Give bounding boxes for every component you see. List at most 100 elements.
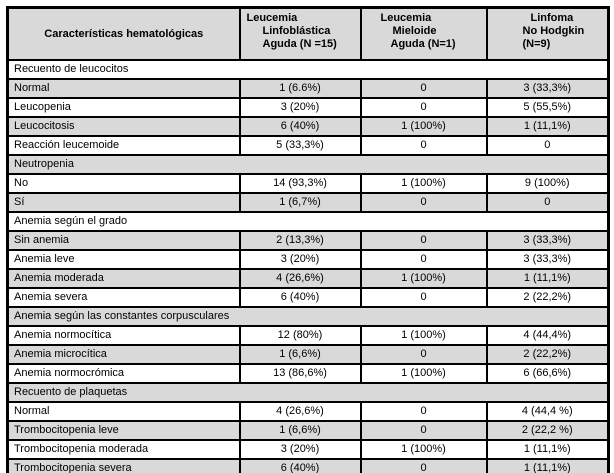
row-label: Anemia severa — [6, 287, 241, 308]
row-value: 2 (22,2 %) — [485, 420, 610, 441]
header-line: (N=9) — [522, 38, 551, 50]
header-row: Características hematológicas Leucemia L… — [6, 6, 610, 61]
table-row: Anemia normocrómica 13 (86,6%) 1 (100%) 6 (… — [6, 363, 610, 384]
section-title: Neutropenia — [6, 154, 610, 175]
row-label: Trombocitopenia leve — [6, 420, 241, 441]
row-value: 5 (33,3%) — [238, 135, 362, 156]
row-value: 1 (6,6%) — [238, 344, 362, 365]
row-value: 1 (100%) — [359, 268, 488, 289]
row-value: 0 — [359, 420, 488, 441]
table-row: Leucocitosis 6 (40%) 1 (100%) 1 (11,1%) — [6, 116, 610, 137]
row-label: Leucopenia — [6, 97, 241, 118]
row-value: 4 (44,4 %) — [485, 401, 610, 422]
row-value: 1 (100%) — [359, 173, 488, 194]
header-line: Leucemia — [380, 12, 432, 24]
row-value: 6 (40%) — [238, 287, 362, 308]
row-value: 1 (11,1%) — [485, 268, 610, 289]
row-value: 1 (100%) — [359, 363, 488, 384]
section-row: Recuento de plaquetas — [6, 382, 610, 403]
row-value: 1 (100%) — [359, 325, 488, 346]
header-line: Linfoblástica — [262, 25, 331, 37]
row-value: 0 — [359, 458, 488, 473]
row-value: 1 (11,1%) — [485, 116, 610, 137]
section-row: Anemia según las constantes corpusculare… — [6, 306, 610, 327]
row-value: 0 — [359, 401, 488, 422]
row-value: 0 — [359, 230, 488, 251]
row-value: 9 (100%) — [485, 173, 610, 194]
row-label: Normal — [6, 401, 241, 422]
row-value: 1 (100%) — [359, 116, 488, 137]
row-label: Normal — [6, 78, 241, 99]
row-value: 6 (66,6%) — [485, 363, 610, 384]
table-row: Trombocitopenia moderada 3 (20%) 1 (100%) 1… — [6, 439, 610, 460]
header-line: Aguda (N=1) — [390, 38, 456, 50]
row-label: Sin anemia — [6, 230, 241, 251]
section-row: Neutropenia — [6, 154, 610, 175]
table-row: Anemia moderada 4 (26,6%) 1 (100%) 1 (11,1%… — [6, 268, 610, 289]
table-row: Trombocitopenia leve 1 (6,6%) 0 2 (22,2 %) — [6, 420, 610, 441]
row-value: 2 (22,2%) — [485, 287, 610, 308]
row-value: 4 (26,6%) — [238, 268, 362, 289]
section-title: Anemia según las constantes corpusculare… — [6, 306, 610, 327]
row-value: 0 — [359, 344, 488, 365]
header-line: Linfoma — [530, 12, 574, 24]
header-caracteristicas-hematologicas: Características hematológicas — [6, 6, 241, 61]
row-value: 0 — [359, 135, 488, 156]
row-value: 4 (44,4%) — [485, 325, 610, 346]
row-label: Anemia leve — [6, 249, 241, 270]
row-value: 5 (55,5%) — [485, 97, 610, 118]
row-value: 0 — [359, 97, 488, 118]
table-row: Leucopenia 3 (20%) 0 5 (55,5%) — [6, 97, 610, 118]
row-label: Trombocitopenia moderada — [6, 439, 241, 460]
table-row: No 14 (93,3%) 1 (100%) 9 (100%) — [6, 173, 610, 194]
row-value: 13 (86,6%) — [238, 363, 362, 384]
header-line: Leucemia — [246, 12, 298, 24]
header-line: No Hodgkin — [522, 25, 585, 37]
table-row: Reacción leucemoide 5 (33,3%) 0 0 — [6, 135, 610, 156]
row-value: 2 (22,2%) — [485, 344, 610, 365]
row-label: Reacción leucemoide — [6, 135, 241, 156]
section-title: Recuento de leucocitos — [6, 59, 610, 80]
row-label: Anemia normocrómica — [6, 363, 241, 384]
table-row: Anemia microcítica 1 (6,6%) 0 2 (22,2%) — [6, 344, 610, 365]
header-leucemia-mieloide-aguda: Leucemia Mieloide Aguda (N=1) — [359, 6, 488, 61]
row-label: No — [6, 173, 241, 194]
row-label: Sí — [6, 192, 241, 213]
row-value: 3 (20%) — [238, 249, 362, 270]
row-value: 1 (100%) — [359, 439, 488, 460]
row-label: Trombocitopenia severa — [6, 458, 241, 473]
row-value: 3 (20%) — [238, 439, 362, 460]
row-value: 1 (11,1%) — [485, 439, 610, 460]
row-value: 6 (40%) — [238, 458, 362, 473]
row-value: 3 (33,3%) — [485, 230, 610, 251]
table-row: Anemia normocítica 12 (80%) 1 (100%) 4 (44,… — [6, 325, 610, 346]
row-value: 1 (6,6%) — [238, 420, 362, 441]
table-row: Sí 1 (6,7%) 0 0 — [6, 192, 610, 213]
row-label: Leucocitosis — [6, 116, 241, 137]
row-value: 2 (13,3%) — [238, 230, 362, 251]
row-value: 0 — [359, 192, 488, 213]
table-row: Anemia severa 6 (40%) 0 2 (22,2%) — [6, 287, 610, 308]
row-value: 3 (33,3%) — [485, 78, 610, 99]
section-row: Recuento de leucocitos — [6, 59, 610, 80]
row-value: 0 — [359, 287, 488, 308]
section-title: Recuento de plaquetas — [6, 382, 610, 403]
row-value: 1 (6,7%) — [238, 192, 362, 213]
hematology-characteristics-table: Características hematológicas Leucemia L… — [6, 6, 610, 473]
row-value: 6 (40%) — [238, 116, 362, 137]
row-label: Anemia microcítica — [6, 344, 241, 365]
table-row: Normal 1 (6.6%) 0 3 (33,3%) — [6, 78, 610, 99]
header-linfoma-no-hodgkin: Linfoma No Hodgkin (N=9) — [485, 6, 610, 61]
row-value: 1 (11,1%) — [485, 458, 610, 473]
row-value: 12 (80%) — [238, 325, 362, 346]
header-line: Mieloide — [392, 25, 437, 37]
row-label: Anemia normocítica — [6, 325, 241, 346]
row-value: 14 (93,3%) — [238, 173, 362, 194]
table-row: Anemia leve 3 (20%) 0 3 (33,3%) — [6, 249, 610, 270]
row-label: Anemia moderada — [6, 268, 241, 289]
table-row: Normal 4 (26,6%) 0 4 (44,4 %) — [6, 401, 610, 422]
row-value: 4 (26,6%) — [238, 401, 362, 422]
row-value: 0 — [359, 78, 488, 99]
row-value: 1 (6.6%) — [238, 78, 362, 99]
